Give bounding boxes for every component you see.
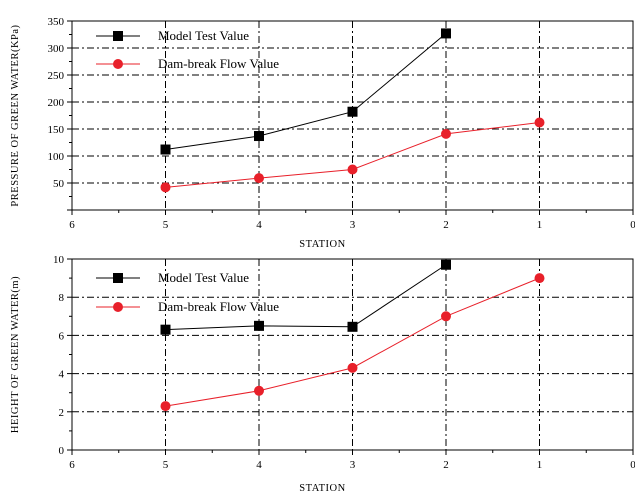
x-tick-label: 5 xyxy=(163,219,169,231)
data-point xyxy=(254,320,264,331)
data-point xyxy=(441,28,451,39)
x-tick-label: 5 xyxy=(163,459,169,471)
data-point xyxy=(441,259,451,270)
x-tick-label: 1 xyxy=(537,219,543,231)
data-point xyxy=(160,144,171,155)
legend-marker xyxy=(113,31,123,41)
legend-marker xyxy=(113,302,123,312)
data-point xyxy=(534,117,545,128)
y-axis-title: PRESSURE OF GREEN WATER(KPa) xyxy=(10,24,21,206)
legend-label: Dam-break Flow Value xyxy=(158,299,279,314)
legend: Model Test Value Dam-break Flow Value xyxy=(96,28,279,71)
series-2 xyxy=(160,117,545,193)
legend-label: Dam-break Flow Value xyxy=(158,56,279,71)
data-point xyxy=(254,385,264,396)
x-tick-label: 2 xyxy=(443,459,449,471)
data-point xyxy=(254,173,264,184)
y-tick-label: 6 xyxy=(59,330,65,342)
x-tick-label: 0 xyxy=(630,459,635,471)
y-tick-label: 150 xyxy=(48,124,65,136)
x-tick-label: 4 xyxy=(256,219,262,231)
y-tick-label: 10 xyxy=(53,254,65,266)
x-tick-label: 4 xyxy=(256,459,262,471)
y-tick-label: 50 xyxy=(53,178,65,190)
y-axis-title: HEIGHT OF GREEN WATER(m) xyxy=(10,276,21,433)
data-point xyxy=(347,164,358,175)
x-axis-title: STATION xyxy=(299,483,345,494)
x-tick-label: 2 xyxy=(443,219,449,231)
x-tick-label: 6 xyxy=(69,219,75,231)
y-tick-label: 300 xyxy=(48,43,65,55)
data-point xyxy=(347,362,358,373)
series-line xyxy=(165,264,447,331)
series-line xyxy=(165,33,447,151)
x-tick-label: 6 xyxy=(69,459,75,471)
data-point xyxy=(160,401,171,412)
y-tick-label: 350 xyxy=(48,16,65,28)
x-axis-title: STATION xyxy=(299,239,345,250)
data-point xyxy=(254,131,264,142)
legend-label: Model Test Value xyxy=(158,28,249,43)
y-tick-label: 2 xyxy=(59,407,65,419)
x-tick-label: 1 xyxy=(537,459,543,471)
legend: Model Test Value Dam-break Flow Value xyxy=(96,270,279,314)
series-1 xyxy=(160,259,451,335)
x-tick-label: 3 xyxy=(350,219,356,231)
x-tick-label: 0 xyxy=(630,219,635,231)
y-tick-label: 4 xyxy=(59,369,65,381)
data-point xyxy=(347,321,358,332)
series-1 xyxy=(160,28,451,155)
legend-marker xyxy=(113,59,123,69)
y-tick-label: 200 xyxy=(48,97,65,109)
data-point xyxy=(160,182,171,193)
data-point xyxy=(441,311,451,322)
series-2 xyxy=(160,273,545,412)
chart-panel-1: 6 5 4 3 2 1 0 50 100 150 200 250 300 350 STATION PRESSU… xyxy=(10,16,635,250)
data-point xyxy=(160,324,171,335)
legend-label: Model Test Value xyxy=(158,270,249,285)
x-tick-label: 3 xyxy=(350,459,356,471)
data-point xyxy=(347,106,358,117)
data-point xyxy=(534,273,545,284)
legend-marker xyxy=(113,273,123,283)
data-point xyxy=(441,128,451,139)
y-tick-label: 0 xyxy=(59,445,65,457)
y-tick-label: 100 xyxy=(48,151,65,163)
y-tick-label: 8 xyxy=(59,292,65,304)
y-tick-label: 250 xyxy=(48,70,65,82)
